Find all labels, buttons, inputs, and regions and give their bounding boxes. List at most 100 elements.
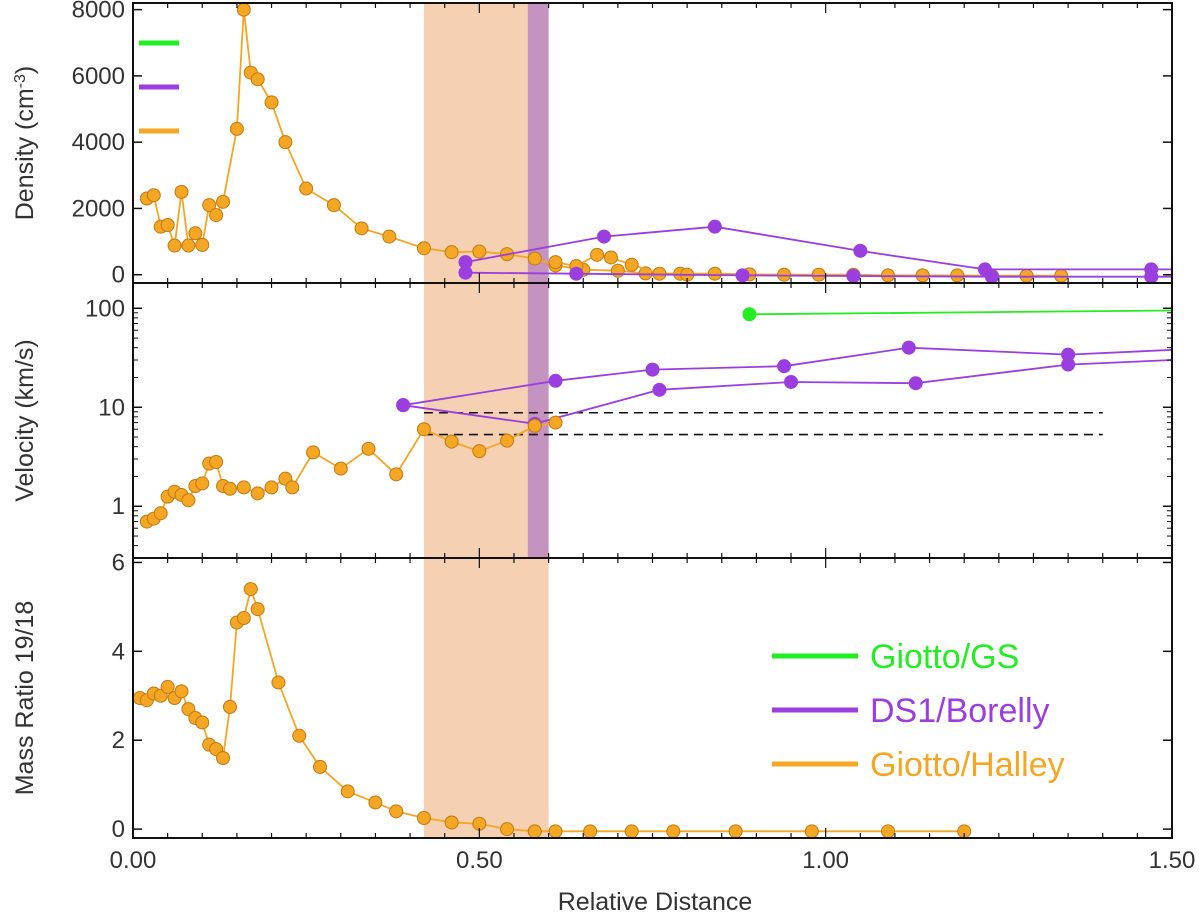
data-point xyxy=(368,795,383,810)
data-point xyxy=(500,822,515,837)
y-tick-label: 1 xyxy=(112,493,125,520)
data-point xyxy=(984,269,999,284)
x-tick-label: 1.00 xyxy=(802,847,849,874)
data-point xyxy=(243,582,258,597)
data-point xyxy=(181,238,196,253)
data-point xyxy=(333,461,348,476)
data-point xyxy=(209,208,224,223)
data-point xyxy=(500,433,515,448)
data-point xyxy=(444,245,459,260)
y-tick-label: 6000 xyxy=(72,63,125,90)
y-tick-label: 2 xyxy=(112,727,125,754)
data-point xyxy=(846,269,861,284)
data-point xyxy=(853,243,868,258)
legend-label: Giotto/GS xyxy=(870,638,1019,676)
data-point xyxy=(160,679,175,694)
data-point xyxy=(444,815,459,830)
data-point xyxy=(236,611,251,625)
series-layer xyxy=(132,2,1173,839)
y-tick-label: 0 xyxy=(112,816,125,843)
data-point xyxy=(548,824,563,839)
x-tick-label: 0.50 xyxy=(456,847,503,874)
data-point xyxy=(195,715,210,730)
data-point xyxy=(250,486,265,501)
data-point xyxy=(326,198,341,213)
data-point xyxy=(652,382,667,397)
x-tick-label: 1.50 xyxy=(1149,847,1196,874)
y-tick-label: 4000 xyxy=(72,129,125,156)
reference-lines-layer xyxy=(423,411,1103,436)
y-tick-label: 8000 xyxy=(72,0,125,24)
data-point xyxy=(458,265,473,280)
data-point xyxy=(707,266,722,281)
y-tick-label: 10 xyxy=(98,394,125,421)
data-point xyxy=(160,218,175,233)
data-point xyxy=(354,221,369,236)
data-point xyxy=(153,506,168,521)
data-point xyxy=(299,181,314,196)
panel-velocity-series xyxy=(139,307,1173,529)
data-point xyxy=(250,602,265,617)
data-point xyxy=(527,824,542,839)
data-point xyxy=(624,824,639,839)
data-point xyxy=(236,2,251,17)
data-point xyxy=(472,244,487,259)
data-point xyxy=(396,398,411,413)
x-axis-title: Relative Distance xyxy=(558,888,753,916)
data-point xyxy=(167,238,182,253)
data-point xyxy=(292,728,307,743)
data-point xyxy=(728,824,743,839)
data-point xyxy=(216,751,231,765)
data-point xyxy=(264,95,279,110)
y-axis-title-density: Density (cm-3) xyxy=(11,66,39,221)
data-point xyxy=(174,684,189,699)
data-point xyxy=(472,444,487,459)
data-point xyxy=(181,493,196,508)
y-tick-label: 100 xyxy=(85,295,125,322)
data-point xyxy=(236,480,251,495)
data-point xyxy=(416,811,431,825)
data-point xyxy=(188,226,203,241)
data-point xyxy=(527,418,542,433)
data-point xyxy=(908,376,923,391)
data-point xyxy=(804,824,819,839)
orange-band-mass_ratio xyxy=(423,558,549,838)
data-point xyxy=(216,194,231,209)
y-tick-label: 6 xyxy=(112,549,125,576)
data-point xyxy=(1144,269,1159,284)
legend-label: Giotto/Halley xyxy=(870,746,1065,784)
series-line xyxy=(749,309,1173,316)
data-point xyxy=(735,268,750,283)
data-point xyxy=(389,467,404,482)
data-point xyxy=(624,257,639,272)
data-point xyxy=(597,229,612,244)
data-point xyxy=(285,480,300,495)
data-point xyxy=(881,824,896,839)
data-point xyxy=(361,441,376,456)
data-point xyxy=(666,824,681,839)
data-point xyxy=(707,219,722,234)
data-point xyxy=(1061,347,1076,362)
data-point xyxy=(548,255,563,270)
data-point xyxy=(250,72,265,87)
axes-layer: 0 2000 4000 6000 8000 Density (cm-3) 1 10 100 Vel… xyxy=(11,0,1195,874)
x-tick-label: 0.00 xyxy=(110,847,157,874)
data-point xyxy=(416,422,431,437)
panel-velocity-frame xyxy=(132,282,1173,559)
data-point xyxy=(202,198,217,213)
data-point xyxy=(382,229,397,244)
data-point xyxy=(548,415,563,430)
data-point xyxy=(195,237,210,252)
data-point xyxy=(209,454,224,469)
data-point xyxy=(527,251,542,266)
data-point xyxy=(645,362,660,377)
data-point xyxy=(306,445,321,460)
y-axis-title-mass_ratio: Mass Ratio 19/18 xyxy=(11,601,39,796)
data-point xyxy=(811,267,826,282)
data-point xyxy=(340,784,355,799)
data-point xyxy=(777,359,792,374)
purple-band-density xyxy=(527,3,549,283)
data-point xyxy=(548,373,563,388)
data-point xyxy=(915,268,930,283)
